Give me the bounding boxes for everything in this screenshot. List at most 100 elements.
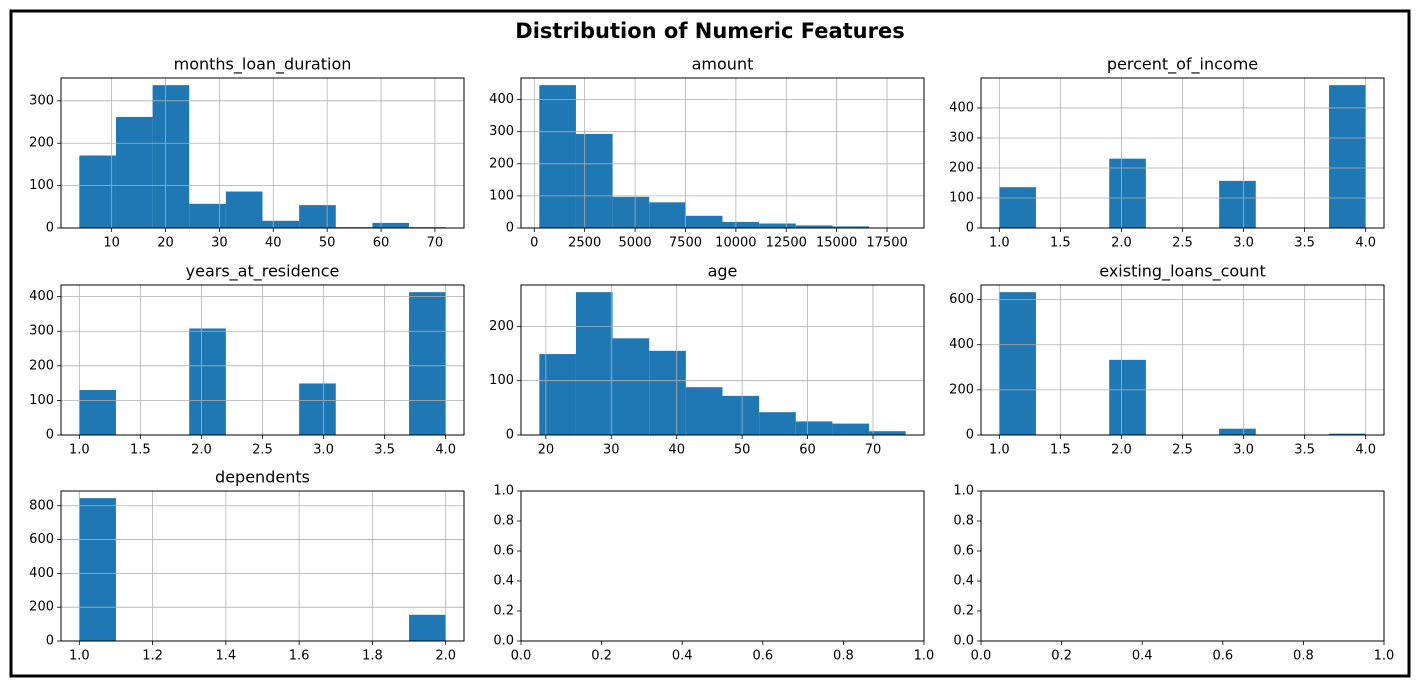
x-tick-label: 4.0 bbox=[435, 443, 456, 458]
x-tick-label: 0.6 bbox=[752, 649, 773, 664]
y-tick-label: 0.6 bbox=[953, 544, 974, 559]
x-tick-label: 1.0 bbox=[914, 649, 935, 664]
y-tick-label: 1.0 bbox=[953, 484, 974, 499]
y-tick-label: 200 bbox=[949, 382, 974, 397]
histogram-bar bbox=[649, 350, 686, 435]
histogram-bar bbox=[1329, 433, 1366, 435]
x-tick-label: 3.0 bbox=[1233, 443, 1254, 458]
x-tick-label: 1.0 bbox=[989, 443, 1010, 458]
x-tick-label: 10 bbox=[103, 236, 120, 251]
x-tick-label: 2.5 bbox=[1172, 236, 1193, 251]
y-tick-label: 600 bbox=[29, 532, 54, 547]
x-tick-label: 15000 bbox=[816, 236, 857, 251]
histogram-bar bbox=[152, 85, 190, 229]
histogram-bar bbox=[869, 431, 906, 435]
subplot-title: existing_loans_count bbox=[1099, 262, 1265, 282]
y-tick-label: 200 bbox=[29, 600, 54, 615]
x-tick-label: 17500 bbox=[866, 236, 907, 251]
histogram-bar bbox=[722, 221, 760, 228]
histogram-bar bbox=[575, 292, 613, 435]
y-tick-label: 400 bbox=[949, 337, 974, 352]
x-tick-label: 3.0 bbox=[313, 443, 334, 458]
axes-frame bbox=[980, 490, 1385, 642]
y-tick-label: 100 bbox=[29, 178, 54, 193]
x-tick-label: 2.0 bbox=[1111, 443, 1132, 458]
x-tick-label: 12500 bbox=[766, 236, 807, 251]
x-tick-label: 7500 bbox=[669, 236, 702, 251]
axes-frame bbox=[980, 77, 1385, 229]
histogram-bar bbox=[1219, 180, 1256, 228]
y-tick-label: 0 bbox=[506, 428, 514, 443]
x-tick-label: 0.6 bbox=[1212, 649, 1233, 664]
x-tick-label: 1.8 bbox=[362, 649, 383, 664]
y-tick-label: 800 bbox=[29, 498, 54, 513]
y-tick-label: 0 bbox=[46, 428, 54, 443]
histogram-bar bbox=[299, 383, 336, 435]
x-tick-label: 4.0 bbox=[1355, 236, 1376, 251]
y-tick-label: 0.6 bbox=[493, 544, 514, 559]
axes-frame bbox=[60, 284, 465, 436]
histogram-bar bbox=[832, 423, 870, 435]
y-tick-label: 300 bbox=[29, 93, 54, 108]
figure-title: Distribution of Numeric Features bbox=[515, 19, 904, 43]
x-tick-label: 50 bbox=[319, 236, 336, 251]
histogram-bar bbox=[189, 328, 226, 435]
x-tick-label: 70 bbox=[427, 236, 444, 251]
x-tick-label: 0 bbox=[530, 236, 538, 251]
y-tick-label: 300 bbox=[29, 324, 54, 339]
y-tick-label: 0.8 bbox=[953, 514, 974, 529]
x-tick-label: 2.5 bbox=[1172, 443, 1193, 458]
y-tick-label: 0.2 bbox=[493, 604, 514, 619]
y-tick-label: 200 bbox=[489, 156, 514, 171]
histogram-bar bbox=[372, 222, 410, 228]
x-tick-label: 3.5 bbox=[1294, 236, 1315, 251]
x-tick-label: 30 bbox=[211, 236, 228, 251]
x-tick-label: 2500 bbox=[568, 236, 601, 251]
x-tick-label: 20 bbox=[157, 236, 174, 251]
axes-frame bbox=[520, 77, 925, 229]
x-tick-label: 0.0 bbox=[511, 649, 532, 664]
histogram-bar bbox=[795, 225, 833, 228]
x-tick-label: 3.0 bbox=[1233, 236, 1254, 251]
y-tick-label: 400 bbox=[949, 100, 974, 115]
histogram-bar bbox=[539, 85, 576, 229]
histogram-bar bbox=[685, 215, 723, 228]
x-tick-label: 1.5 bbox=[130, 443, 151, 458]
histogram-bar bbox=[1219, 428, 1256, 435]
x-tick-label: 2.0 bbox=[435, 649, 456, 664]
x-tick-label: 1.4 bbox=[216, 649, 237, 664]
axes-frame bbox=[60, 77, 465, 229]
figure-border bbox=[9, 9, 1411, 678]
y-tick-label: 0 bbox=[46, 634, 54, 649]
histogram-bar bbox=[999, 292, 1036, 435]
x-tick-label: 4.0 bbox=[1355, 443, 1376, 458]
x-tick-label: 1.2 bbox=[142, 649, 163, 664]
y-tick-label: 0.2 bbox=[953, 604, 974, 619]
y-tick-label: 400 bbox=[489, 92, 514, 107]
x-tick-label: 0.8 bbox=[833, 649, 854, 664]
histogram-bar bbox=[759, 412, 796, 435]
x-tick-label: 1.5 bbox=[1050, 443, 1071, 458]
histogram-bar bbox=[299, 205, 336, 228]
y-tick-label: 0 bbox=[46, 221, 54, 236]
y-tick-label: 200 bbox=[29, 136, 54, 151]
y-tick-label: 0.4 bbox=[953, 574, 974, 589]
y-tick-label: 400 bbox=[29, 566, 54, 581]
axes-frame bbox=[60, 490, 465, 642]
x-tick-label: 0.0 bbox=[971, 649, 992, 664]
y-tick-label: 0.0 bbox=[493, 634, 514, 649]
subplot-title: dependents bbox=[215, 468, 310, 487]
x-tick-label: 10000 bbox=[715, 236, 756, 251]
y-tick-label: 600 bbox=[949, 292, 974, 307]
histogram-bar bbox=[409, 614, 446, 641]
histogram-bar bbox=[79, 498, 116, 641]
x-tick-label: 0.2 bbox=[1051, 649, 1072, 664]
y-tick-label: 100 bbox=[949, 190, 974, 205]
x-tick-label: 40 bbox=[668, 443, 685, 458]
y-tick-label: 400 bbox=[29, 289, 54, 304]
x-tick-label: 1.0 bbox=[1374, 649, 1395, 664]
x-tick-label: 2.5 bbox=[252, 443, 273, 458]
y-tick-label: 0 bbox=[966, 221, 974, 236]
